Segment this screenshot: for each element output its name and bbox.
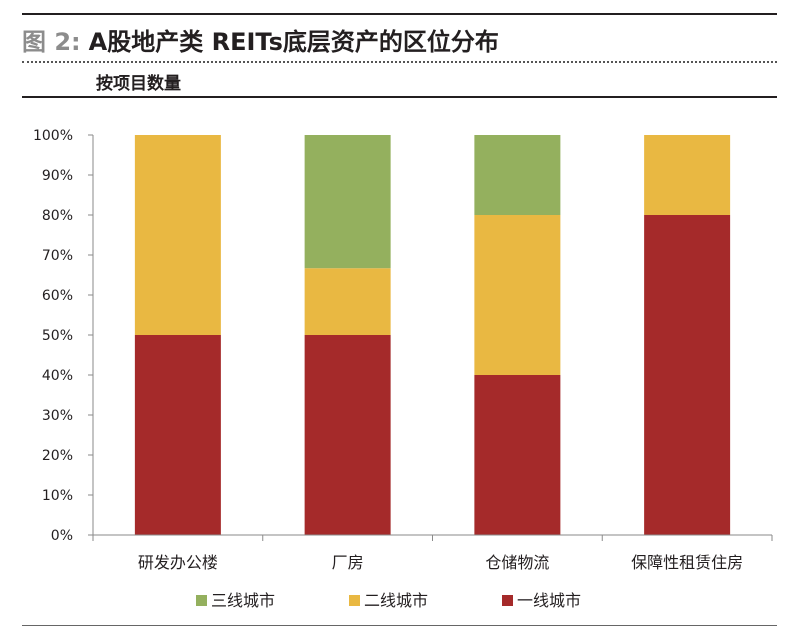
bars — [134, 135, 731, 535]
bar-segment — [134, 335, 221, 535]
y-tick-label: 50% — [42, 328, 73, 344]
bar-segment — [304, 335, 391, 535]
y-tick-label: 20% — [42, 448, 73, 464]
x-category-label: 研发办公楼 — [138, 553, 218, 572]
y-tick-label: 40% — [42, 368, 73, 384]
y-tick-label: 100% — [33, 128, 73, 144]
legend-label: 一线城市 — [517, 591, 581, 610]
bar-segment — [474, 375, 561, 535]
bar-segment — [304, 268, 391, 335]
x-category-label: 厂房 — [332, 553, 364, 572]
legend-swatch — [349, 595, 360, 606]
bar-segment — [644, 135, 731, 215]
bar-segment — [304, 135, 391, 269]
bar-segment — [134, 135, 221, 335]
title-row: 图 2: A股地产类 REITs底层资产的区位分布 — [22, 22, 499, 57]
legend-label: 三线城市 — [211, 591, 275, 610]
y-tick-label: 0% — [51, 528, 73, 544]
legend-label: 二线城市 — [364, 591, 428, 610]
chart-subtitle: 按项目数量 — [96, 74, 181, 94]
y-tick-label: 70% — [42, 248, 73, 264]
bar-segment — [644, 215, 731, 535]
legend: 三线城市 二线城市 一线城市 — [196, 591, 581, 610]
bottom-rule — [22, 625, 777, 626]
dotted-rule — [22, 61, 777, 63]
y-axis: 0% 10% 20% 30% 40% 50% 60% 70% 80% 90% 100% — [33, 128, 94, 544]
x-category-label: 仓储物流 — [485, 553, 549, 572]
y-tick-label: 80% — [42, 208, 73, 224]
bar-segment — [474, 135, 561, 215]
legend-swatch — [196, 595, 207, 606]
top-rule — [22, 13, 777, 15]
y-tick-label: 10% — [42, 488, 73, 504]
figure-label: 图 2: — [22, 28, 81, 56]
bar-segment — [474, 215, 561, 375]
chart-title: A股地产类 REITs底层资产的区位分布 — [88, 28, 499, 56]
header-rule — [22, 96, 777, 98]
legend-swatch — [502, 595, 513, 606]
x-category-label: 保障性租赁住房 — [631, 553, 743, 572]
x-axis: 研发办公楼 厂房 仓储物流 保障性租赁住房 — [92, 534, 773, 572]
y-tick-label: 90% — [42, 168, 73, 184]
y-tick-label: 30% — [42, 408, 73, 424]
y-tick-label: 60% — [42, 288, 73, 304]
